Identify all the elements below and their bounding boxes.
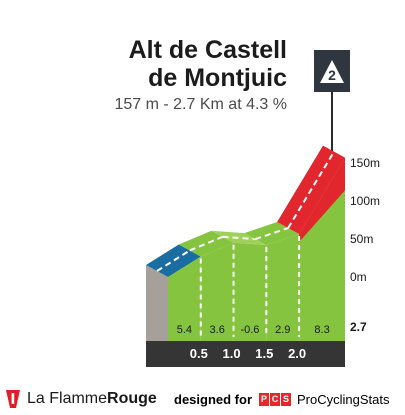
climb-title-line1: Alt de Castell bbox=[128, 36, 287, 64]
elevation-tick-label-2: 50m bbox=[350, 232, 373, 246]
elevation-tick-label-3: 0m bbox=[350, 270, 367, 284]
elevation-tick-label-1: 100m bbox=[350, 194, 380, 208]
distance-axis-band bbox=[146, 341, 345, 367]
climb-header: Alt de Castell de Montjuic 157 m - 2.7 K… bbox=[0, 36, 287, 114]
pcs-letter-c: C bbox=[270, 392, 281, 406]
gradient-label-0: 5.4 bbox=[177, 324, 192, 336]
elevation-tick-label-0: 150m bbox=[350, 156, 380, 170]
marker-triangle-icon bbox=[320, 60, 344, 83]
brand-bold: Rouge bbox=[107, 390, 157, 407]
chart-layer: 5.4 3.6 -0.6 2.9 8.3 0.5 1.0 1.5 2.0 150m 100m 50m 0… bbox=[146, 145, 380, 367]
distance-tick-label-1: 1.0 bbox=[223, 346, 241, 361]
la-flamme-rouge-logo: La Flamme Rouge bbox=[4, 386, 157, 412]
segment-body-3 bbox=[266, 234, 300, 341]
gradient-label-4: 8.3 bbox=[314, 324, 329, 336]
climb-title-line2: de Montjuic bbox=[148, 64, 287, 92]
end-distance-label: 2.7 bbox=[350, 320, 367, 334]
segment-body-1 bbox=[200, 242, 234, 341]
brand-light: La Flamme bbox=[27, 390, 108, 407]
segment-body-2 bbox=[233, 242, 267, 341]
gradient-label-1: 3.6 bbox=[210, 324, 225, 336]
profile-side-wall bbox=[146, 265, 168, 341]
segment-body-0 bbox=[168, 256, 201, 341]
distance-tick-label-2: 1.5 bbox=[255, 346, 273, 361]
flag-icon bbox=[6, 390, 20, 408]
distance-tick-label-0: 0.5 bbox=[190, 346, 208, 361]
segment-body-4 bbox=[299, 157, 345, 341]
climb-marker: 2 bbox=[314, 50, 350, 157]
gradient-label-3: 2.9 bbox=[275, 324, 290, 336]
pcs-name: ProCyclingStats bbox=[297, 391, 390, 407]
designed-for-label: designed for bbox=[174, 391, 253, 407]
distance-tick-label-3: 2.0 bbox=[288, 346, 306, 361]
pcs-letter-s: S bbox=[281, 392, 292, 406]
segment-ribbon-stripe-4 bbox=[287, 151, 335, 229]
segment-ribbon-stripe-3 bbox=[255, 227, 289, 241]
climb-subtitle: 157 m - 2.7 Km at 4.3 % bbox=[114, 96, 287, 113]
segment-red-face bbox=[299, 157, 345, 243]
pcs-letter-p: P bbox=[259, 392, 270, 406]
segment-ribbon-stripe-2 bbox=[222, 235, 256, 241]
segment-ribbon-3 bbox=[244, 222, 300, 246]
gradient-label-2: -0.6 bbox=[240, 324, 259, 336]
segment-ribbon-2 bbox=[211, 230, 267, 246]
segment-ribbon-stripe-0 bbox=[156, 249, 191, 272]
marker-category-label: 2 bbox=[328, 67, 336, 83]
segment-ribbon-stripe-1 bbox=[189, 235, 223, 252]
